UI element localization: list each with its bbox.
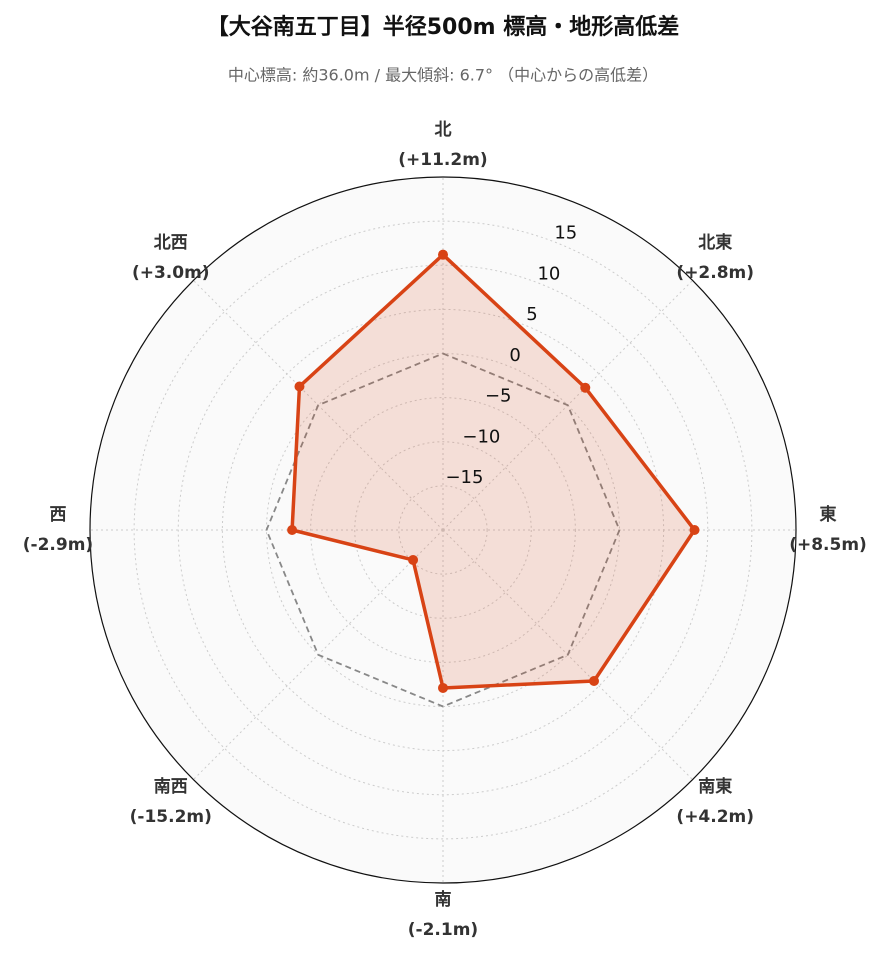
value-label: (+4.2m) (676, 807, 754, 827)
grid-circle (354, 441, 532, 619)
value-label: (-15.2m) (130, 807, 212, 827)
category-label: 西 (50, 505, 67, 525)
radial-tick-label: 15 (554, 223, 577, 244)
plot-border (89, 176, 797, 884)
value-label: (+3.0m) (132, 263, 210, 283)
radial-tick-label: 10 (537, 263, 560, 284)
category-label: 南西 (154, 776, 188, 797)
category-label: 北 (435, 120, 452, 140)
series-point (438, 682, 448, 693)
series-point (580, 382, 591, 393)
radial-tick-label: 5 (526, 304, 537, 325)
series-point (294, 381, 305, 392)
value-label: (-2.9m) (23, 535, 93, 555)
category-label: 北東 (698, 232, 732, 253)
series-point (589, 676, 600, 687)
category-label: 南 (435, 889, 452, 910)
radial-tick-label: 0 (509, 345, 520, 366)
radial-tick-label: −10 (462, 426, 500, 447)
series-point (408, 554, 419, 565)
value-label: (+8.5m) (789, 535, 867, 555)
reference-line (265, 352, 621, 708)
grid-circle (133, 220, 753, 840)
value-label: (+11.2m) (398, 150, 487, 170)
category-label: 南東 (698, 776, 732, 797)
series-point (438, 249, 448, 260)
chart-title: 【大谷南五丁目】半径500m 標高・地形高低差 (207, 14, 680, 40)
grid-circle (310, 397, 576, 663)
category-label: 東 (820, 504, 837, 525)
grid-circle (398, 485, 488, 575)
series-point (689, 525, 700, 535)
chart-subtitle: 中心標高: 約36.0m / 最大傾斜: 6.7° （中心からの高低差） (228, 66, 658, 85)
radial-tick-label: −15 (445, 467, 483, 488)
grid-circle (177, 264, 709, 796)
radial-tick-label: −5 (485, 386, 512, 407)
series-point (287, 525, 298, 535)
category-label: 北西 (154, 233, 188, 253)
value-label: (+2.8m) (676, 263, 754, 283)
value-label: (-2.1m) (408, 920, 478, 940)
